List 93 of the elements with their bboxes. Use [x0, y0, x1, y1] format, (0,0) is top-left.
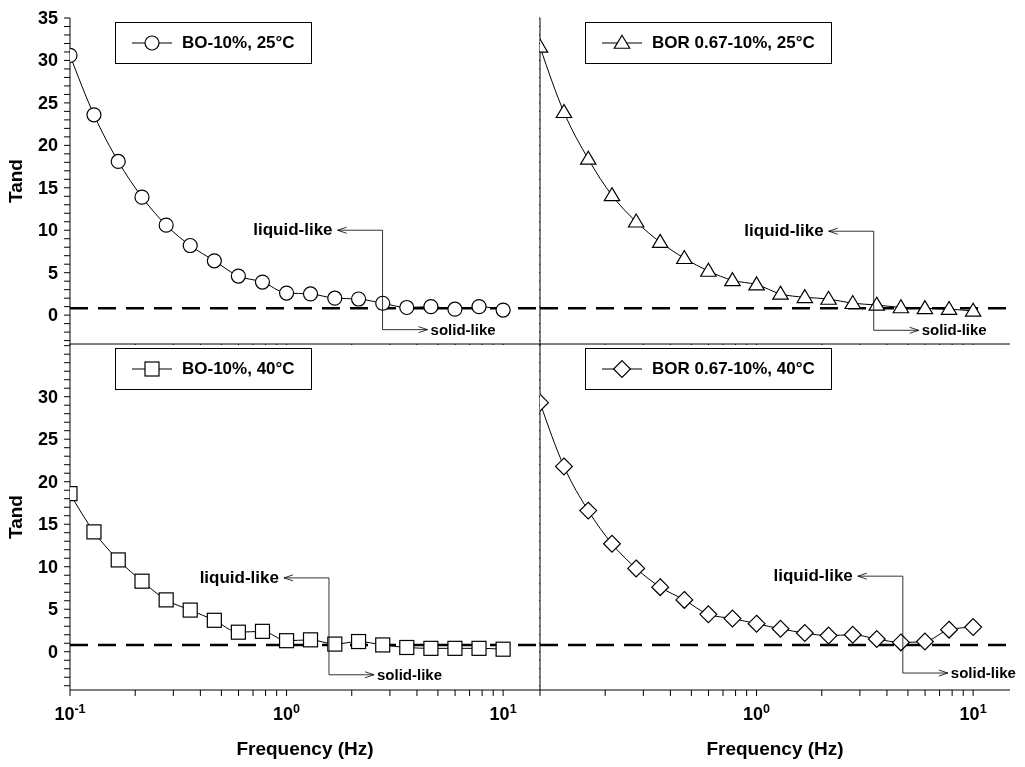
point [915, 632, 934, 651]
point [627, 559, 646, 578]
point [940, 620, 959, 639]
point [699, 605, 718, 624]
y-tick-label: 20 [37, 471, 58, 492]
point [795, 624, 814, 643]
point [940, 300, 958, 316]
point [471, 640, 487, 656]
annotation: solid-like [376, 665, 442, 683]
point [651, 233, 669, 248]
legend-label: BO-10%, 40°C [182, 359, 295, 379]
point [676, 249, 693, 265]
point [375, 637, 391, 653]
point [748, 276, 765, 291]
point [278, 633, 295, 649]
y-tick-label: 15 [37, 177, 58, 198]
point [182, 602, 198, 618]
point [399, 639, 415, 656]
x-tick-label: 10$^{1}$ [489, 702, 517, 724]
y-tick-label: 10 [37, 556, 58, 577]
point [603, 187, 621, 202]
legend-label: BOR 0.67-10%, 40°C [652, 359, 815, 379]
x-tick-label: 10$^{0}$ [273, 702, 301, 724]
point [423, 640, 439, 656]
point [495, 641, 511, 657]
point [892, 299, 910, 314]
annotation: solid-like [921, 321, 987, 339]
x-axis-title: Frequency (Hz) [236, 738, 374, 759]
y-axis-title: Tand [5, 495, 26, 539]
point [602, 534, 621, 553]
point [891, 633, 910, 652]
point [843, 625, 862, 644]
legend-label: BOR 0.67-10%, 25°C [652, 33, 815, 53]
point [868, 296, 886, 311]
point [675, 590, 694, 609]
annotation: liquid-like [773, 566, 853, 586]
point [724, 272, 741, 287]
annotation: solid-like [430, 320, 496, 338]
point [206, 612, 222, 628]
point [158, 592, 174, 608]
point [254, 623, 271, 639]
point [819, 626, 838, 645]
annotation: liquid-like [744, 221, 824, 241]
y-tick-label: 30 [37, 386, 58, 407]
y-tick-label: 15 [37, 514, 58, 535]
point [964, 302, 982, 317]
point [495, 302, 511, 318]
point [350, 633, 367, 650]
point [700, 262, 717, 277]
point [399, 299, 415, 316]
point [796, 289, 814, 304]
y-tick-label: 0 [47, 305, 58, 326]
y-tick-label: 5 [47, 262, 58, 283]
point [627, 213, 645, 228]
point [820, 290, 837, 305]
point [375, 295, 391, 311]
point [555, 103, 573, 119]
point [579, 150, 597, 165]
y-tick-label: 5 [47, 599, 58, 620]
x-tick-label: 10$^{-1}$ [54, 702, 86, 724]
point [867, 629, 886, 648]
point [964, 618, 983, 637]
point [471, 299, 487, 315]
point [447, 640, 463, 656]
y-tick-label: 25 [37, 429, 58, 450]
annotation: liquid-like [199, 567, 279, 587]
y-tick-label: 20 [37, 135, 58, 156]
point [747, 614, 766, 633]
legend-label: BO-10%, 25°C [182, 33, 295, 53]
x-axis-title: Frequency (Hz) [706, 738, 844, 759]
y-axis-title: Tand [5, 159, 26, 203]
y-tick-label: 35 [37, 8, 58, 28]
annotation: liquid-like [253, 220, 333, 240]
x-tick-label: 10$^{0}$ [743, 702, 771, 724]
y-tick-label: 25 [37, 92, 58, 113]
point [651, 578, 670, 597]
point [772, 285, 789, 300]
point [86, 524, 102, 540]
point [579, 501, 598, 520]
point [771, 619, 790, 638]
annotation: solid-like [950, 664, 1016, 682]
y-tick-label: 10 [37, 220, 58, 241]
point [554, 457, 573, 476]
point [302, 632, 319, 648]
point [230, 624, 246, 640]
y-tick-label: 30 [37, 50, 58, 71]
point [110, 552, 126, 568]
point [844, 294, 862, 310]
x-tick-label: 10$^{1}$ [959, 702, 987, 724]
point [723, 609, 742, 628]
point [916, 300, 934, 315]
y-tick-label: 0 [47, 641, 58, 662]
point [134, 573, 150, 589]
